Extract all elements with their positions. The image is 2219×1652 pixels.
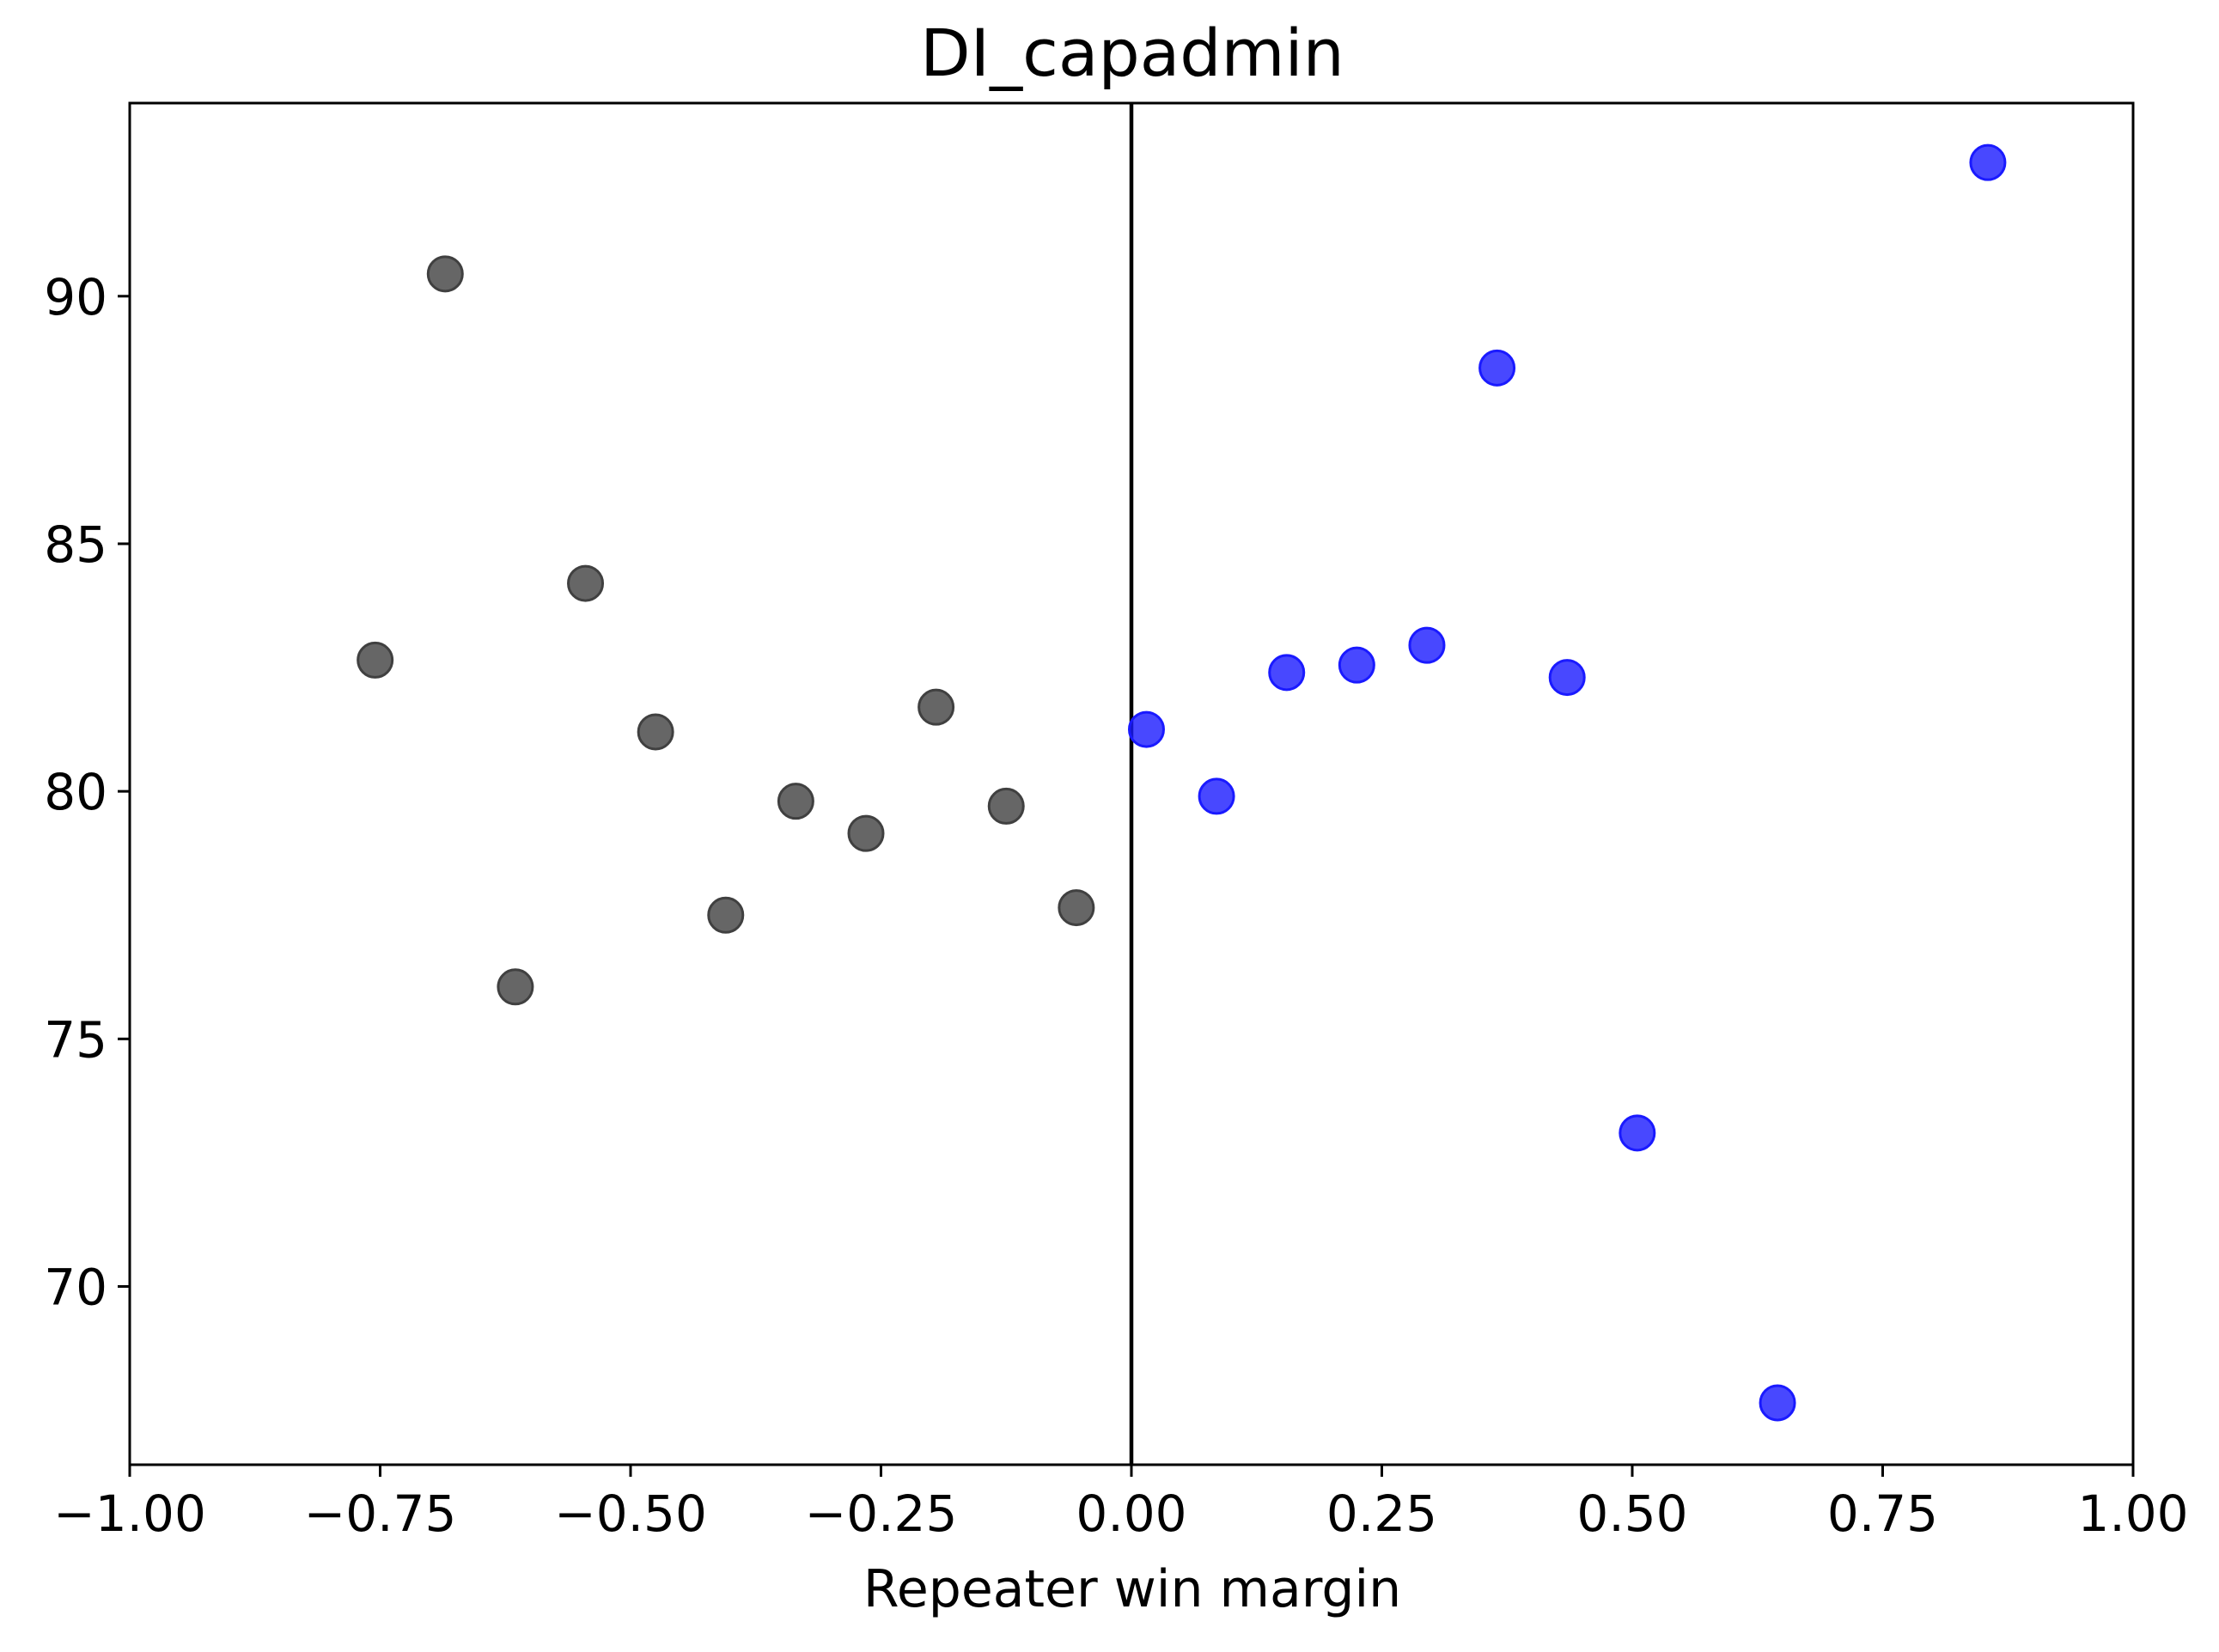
data-point — [1268, 654, 1306, 692]
x-tick-label: 0.50 — [1576, 1484, 1687, 1543]
x-tick-label: −1.00 — [53, 1484, 206, 1543]
data-point — [1619, 1114, 1656, 1152]
y-tick-label: 75 — [44, 1010, 107, 1069]
data-point — [1198, 777, 1235, 815]
x-tick-label: 1.00 — [2077, 1484, 2188, 1543]
data-point — [1969, 143, 2007, 181]
data-point — [1127, 710, 1165, 748]
y-tick-label: 85 — [44, 515, 107, 574]
x-tick-label: 0.25 — [1326, 1484, 1437, 1543]
data-point — [1338, 646, 1375, 684]
data-point — [497, 968, 534, 1006]
x-tick-label: −0.75 — [304, 1484, 457, 1543]
data-point — [426, 255, 464, 293]
data-point — [1058, 889, 1095, 927]
plot-frame — [128, 101, 2135, 1466]
x-tick-label: −0.25 — [805, 1484, 958, 1543]
data-point — [987, 787, 1025, 825]
data-point — [567, 564, 605, 602]
data-point — [1548, 659, 1586, 697]
x-axis-label: Repeater win margin — [863, 1559, 1401, 1619]
chart-title: DI_capadmin — [920, 15, 1344, 91]
data-point — [777, 783, 814, 820]
data-point — [1408, 626, 1446, 664]
data-point — [1478, 349, 1516, 387]
y-tick-label: 70 — [44, 1259, 107, 1317]
data-point — [847, 814, 885, 852]
data-point — [357, 641, 394, 679]
data-point — [707, 896, 745, 934]
x-tick-label: 0.00 — [1076, 1484, 1186, 1543]
y-tick-label: 90 — [44, 268, 107, 326]
data-point — [637, 713, 674, 751]
x-tick-label: −0.50 — [554, 1484, 707, 1543]
y-tick-label: 80 — [44, 763, 107, 821]
x-tick-label: 0.75 — [1827, 1484, 1938, 1543]
data-point — [1759, 1384, 1796, 1422]
plot-area: −1.00 −0.75 −0.50 −0.25 0.00 0.25 0.50 0.75 1.00… — [44, 101, 2189, 1543]
data-point — [917, 688, 955, 726]
